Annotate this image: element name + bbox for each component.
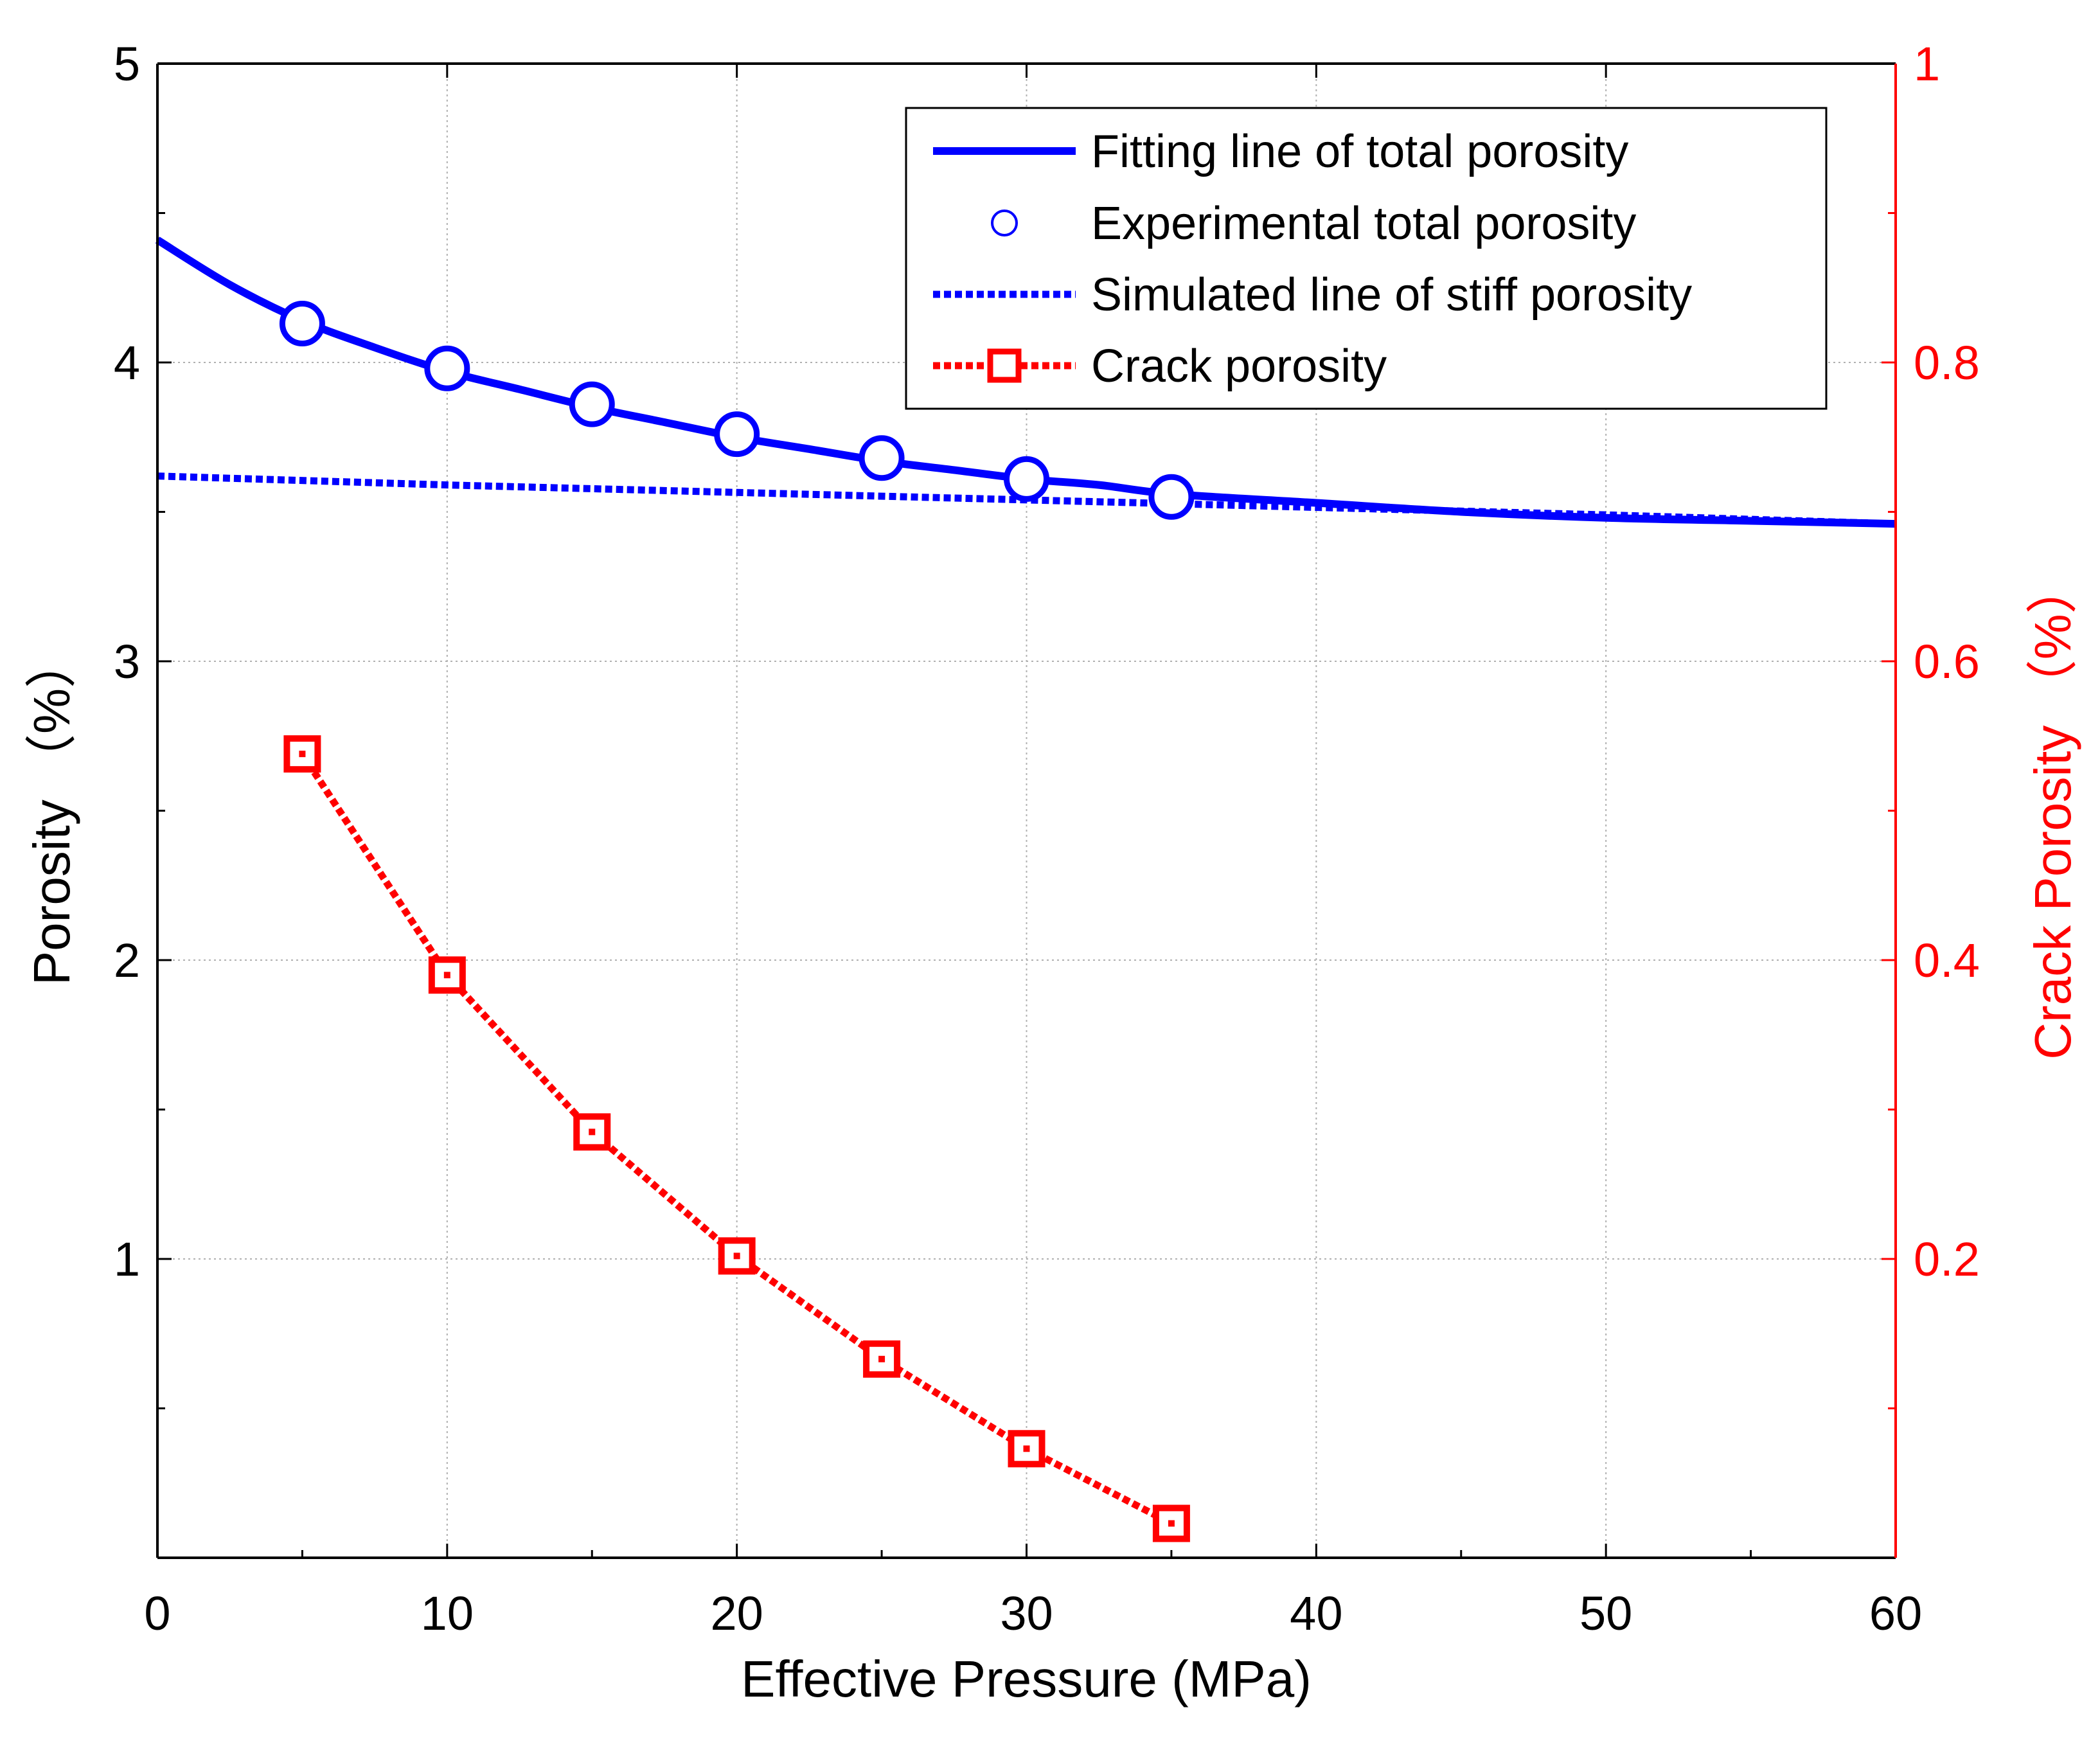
experimental-point <box>569 381 615 427</box>
experimental-point <box>1148 474 1195 520</box>
y-tick-label: 3 <box>114 635 140 688</box>
legend-swatch-experimental <box>991 210 1018 236</box>
fitting-total-porosity-line <box>155 236 1896 528</box>
y-tick-label: 4 <box>114 336 140 389</box>
crack-porosity-point-center <box>299 751 306 758</box>
y-tick-label: 2 <box>114 934 140 987</box>
legend: Fitting line of total porosity Experimen… <box>905 107 1828 410</box>
y2-axis-label: Crack Porosity （%） <box>2024 562 2081 1059</box>
crack-porosity-point-center <box>589 1128 596 1136</box>
legend-label-fitting: Fitting line of total porosity <box>1091 126 1628 177</box>
y2-tick-label: 1 <box>1914 37 1940 91</box>
crack-porosity-point <box>863 1340 901 1378</box>
y-tick-label: 1 <box>114 1233 140 1286</box>
crack-porosity-point-center <box>733 1253 740 1260</box>
x-axis-label: Effective Pressure (MPa) <box>741 1650 1312 1708</box>
experimental-point <box>1004 456 1049 502</box>
y2-tick-label: 0.6 <box>1914 635 1980 688</box>
legend-box <box>905 107 1828 410</box>
crack-porosity-point-center <box>443 972 450 979</box>
series-layer <box>155 236 1896 1542</box>
y2-tick-label: 0.2 <box>1914 1233 1980 1286</box>
crack-porosity-point-center <box>1168 1520 1175 1527</box>
x-tick-label: 60 <box>1869 1587 1922 1640</box>
crack-porosity-point <box>1152 1504 1190 1542</box>
x-tick-label: 30 <box>1000 1587 1053 1640</box>
x-tick-label: 10 <box>421 1587 474 1640</box>
experimental-point <box>859 435 905 481</box>
legend-label-simulated: Simulated line of stiff porosity <box>1091 269 1692 321</box>
x-tick-label: 0 <box>144 1587 170 1640</box>
y2-tick-label: 0.4 <box>1914 934 1980 987</box>
legend-label-crack: Crack porosity <box>1091 341 1387 392</box>
crack-porosity-point-center <box>1023 1445 1030 1452</box>
axes <box>156 62 1897 1559</box>
tick-labels: 0 10 20 30 40 50 60 1 2 3 4 5 0.2 0.4 0.6 0.8 1 <box>114 37 1980 1640</box>
crack-porosity-point <box>718 1237 756 1275</box>
legend-swatch-crack-marker <box>987 348 1022 383</box>
y-axis-label: Porosity （%） <box>23 637 80 985</box>
experimental-point <box>279 301 325 347</box>
crack-porosity-point-center <box>878 1355 885 1362</box>
legend-label-experimental: Experimental total porosity <box>1091 198 1636 249</box>
x-tick-label: 50 <box>1579 1587 1632 1640</box>
x-tick-label: 40 <box>1290 1587 1342 1640</box>
x-tick-label: 20 <box>711 1587 763 1640</box>
y-tick-label: 5 <box>114 37 140 91</box>
y2-tick-label: 0.8 <box>1914 336 1980 389</box>
experimental-point <box>714 411 760 458</box>
experimental-point <box>424 345 470 391</box>
